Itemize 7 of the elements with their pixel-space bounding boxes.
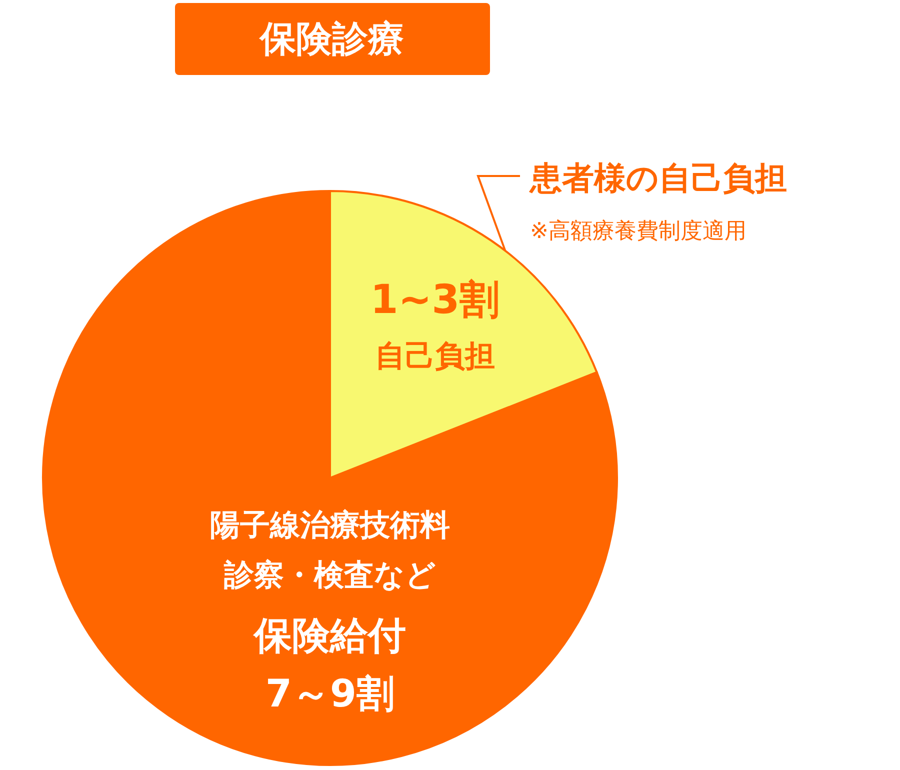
annotation: 7～9割 xyxy=(266,671,394,716)
annotation: 陽子線治療技術料 xyxy=(210,508,450,544)
annotation: 患者様の自己負担 xyxy=(530,158,787,197)
annotation: ※高額療養費制度適用 xyxy=(530,219,746,244)
title: 保険診療 xyxy=(260,18,404,60)
annotation: 1~3割 xyxy=(370,276,500,323)
annotation: 診察・検査など xyxy=(224,558,436,594)
